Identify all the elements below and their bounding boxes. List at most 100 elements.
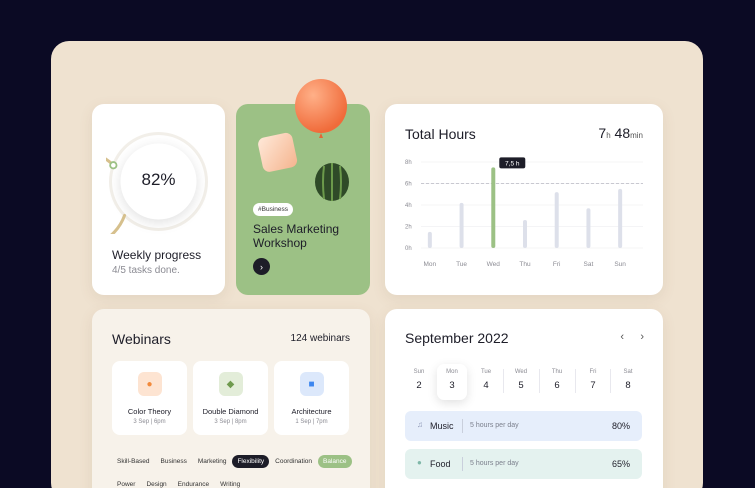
day-sun[interactable]: Sun 2: [404, 364, 434, 400]
course-time: 3 Sep | 6pm: [133, 419, 166, 425]
x-tick-label: Sun: [614, 261, 626, 268]
y-tick-label: 4h: [405, 203, 412, 209]
bar-fri[interactable]: [554, 192, 559, 248]
bar-tue[interactable]: [459, 202, 464, 248]
day-number: 5: [518, 380, 524, 391]
day-tue[interactable]: Tue 4: [471, 364, 501, 400]
x-tick-label: Sat: [584, 261, 594, 268]
day-name: Sun: [413, 369, 425, 375]
activity-food[interactable]: ● Food 5 hours per day 65%: [405, 449, 642, 479]
course-time: 1 Sep | 7pm: [295, 419, 328, 425]
day-separator: [610, 369, 611, 393]
total-hours-title: Total Hours: [405, 126, 476, 142]
day-name: Fri: [589, 369, 597, 375]
hours-unit: h: [606, 131, 611, 140]
total-hours-value: 7h 48min: [598, 125, 643, 141]
activity-music[interactable]: ♫ Music 5 hours per day 80%: [405, 411, 642, 441]
webinars-title: Webinars: [112, 331, 171, 347]
day-separator: [539, 369, 540, 393]
course-name: Color Theory: [127, 407, 172, 416]
tag-chip[interactable]: Balance: [318, 455, 352, 468]
tag-chip[interactable]: Endurance: [177, 481, 210, 488]
tag-chip[interactable]: Coordination: [275, 458, 313, 465]
bar-sat[interactable]: [586, 208, 591, 248]
day-fri[interactable]: Fri 7: [578, 364, 608, 400]
tag-chip[interactable]: Power: [117, 481, 136, 488]
calendar-card: September 2022 ‹ › Sun 2 Mon 3 Tue 4 Wed 5 Thu 6 F…: [385, 309, 663, 488]
course-card[interactable]: ■ Architecture 1 Sep | 7pm: [274, 361, 349, 435]
x-tick-label: Wed: [487, 261, 501, 268]
course-name: Double Diamond: [202, 407, 259, 416]
business-tag[interactable]: #Business: [253, 203, 293, 216]
progress-percent: 82%: [141, 170, 176, 189]
day-name: Wed: [514, 369, 528, 375]
tag-chip[interactable]: Writing: [220, 481, 241, 488]
activity-percent: 65%: [611, 459, 630, 469]
day-mon[interactable]: Mon 3: [437, 364, 467, 400]
webinars-card: Webinars 124 webinars ● Color Theory 3 S…: [92, 309, 370, 488]
day-sat[interactable]: Sat 8: [613, 364, 643, 400]
tooltip-label: 7,5 h: [505, 160, 520, 167]
total-minutes-number: 48: [614, 125, 631, 141]
course-card[interactable]: ● Color Theory 3 Sep | 6pm: [112, 361, 187, 435]
activity-description: 5 hours per day: [470, 460, 519, 467]
tag-chip[interactable]: Skill-Based: [117, 458, 150, 465]
day-number: 3: [449, 380, 455, 391]
x-tick-label: Tue: [456, 261, 467, 268]
course-card[interactable]: ◆ Double Diamond 3 Sep | 8pm: [193, 361, 268, 435]
weekly-progress-card[interactable]: 82% Weekly progress 4/5 tasks done.: [92, 104, 225, 295]
music-note-icon: ♫: [417, 420, 423, 429]
course-time: 3 Sep | 8pm: [214, 419, 247, 425]
x-tick-label: Fri: [553, 261, 561, 268]
next-month-button[interactable]: ›: [640, 331, 644, 343]
y-tick-label: 0h: [405, 246, 412, 252]
bar-wed[interactable]: [491, 167, 496, 248]
prev-month-button[interactable]: ‹: [620, 331, 624, 343]
balloon-icon: [295, 79, 347, 133]
day-name: Thu: [551, 369, 563, 375]
day-thu[interactable]: Thu 6: [542, 364, 572, 400]
tag-chip[interactable]: Design: [146, 481, 167, 488]
food-icon: ●: [417, 458, 422, 467]
day-wed[interactable]: Wed 5: [506, 364, 536, 400]
bar-sun[interactable]: [618, 188, 623, 248]
green-diamond-icon: ◆: [218, 372, 243, 396]
day-number: 4: [483, 380, 489, 391]
activity-divider: [462, 419, 463, 433]
x-tick-label: Thu: [519, 261, 531, 268]
activity-description: 5 hours per day: [470, 422, 519, 429]
activity-percent: 80%: [611, 421, 630, 431]
day-number: 6: [554, 380, 560, 391]
progress-ring: [106, 132, 208, 234]
orange-sphere-icon: ●: [137, 372, 162, 396]
tag-chip[interactable]: Flexibility: [232, 455, 270, 468]
progress-title: Weekly progress: [112, 248, 202, 262]
total-hours-card: Total Hours 7h 48min 0h 2h 4h 6h 8h Mon Tue Wed…: [385, 104, 663, 295]
workshop-open-button[interactable]: ›: [253, 258, 270, 275]
day-number: 7: [590, 380, 596, 391]
dashboard-board: 82% Weekly progress 4/5 tasks done. #Bu: [51, 41, 703, 488]
minutes-unit: min: [630, 131, 643, 140]
y-tick-label: 2h: [405, 225, 412, 231]
workshop-title: Sales Marketing Workshop: [253, 222, 340, 250]
tag-chip[interactable]: Marketing: [197, 458, 227, 465]
cube-icon: [258, 132, 298, 172]
progress-subtitle: 4/5 tasks done.: [112, 265, 180, 276]
course-name: Architecture: [291, 407, 332, 416]
webinars-count: 124 webinars: [290, 333, 350, 344]
bar-mon[interactable]: [427, 231, 432, 248]
activity-divider: [462, 457, 463, 471]
y-tick-label: 8h: [405, 160, 412, 166]
calendar-title: September 2022: [405, 330, 509, 346]
day-number: 8: [625, 380, 631, 391]
day-name: Tue: [480, 369, 492, 375]
day-name: Sat: [623, 369, 633, 375]
activity-name: Music: [430, 421, 454, 431]
day-separator: [503, 369, 504, 393]
x-tick-label: Mon: [424, 261, 437, 268]
y-tick-label: 6h: [405, 182, 412, 188]
tag-chip[interactable]: Business: [160, 458, 187, 465]
bar-thu[interactable]: [523, 220, 527, 248]
workshop-card[interactable]: #Business Sales Marketing Workshop ›: [236, 79, 370, 295]
progress-ring-end-dot: [109, 161, 118, 170]
